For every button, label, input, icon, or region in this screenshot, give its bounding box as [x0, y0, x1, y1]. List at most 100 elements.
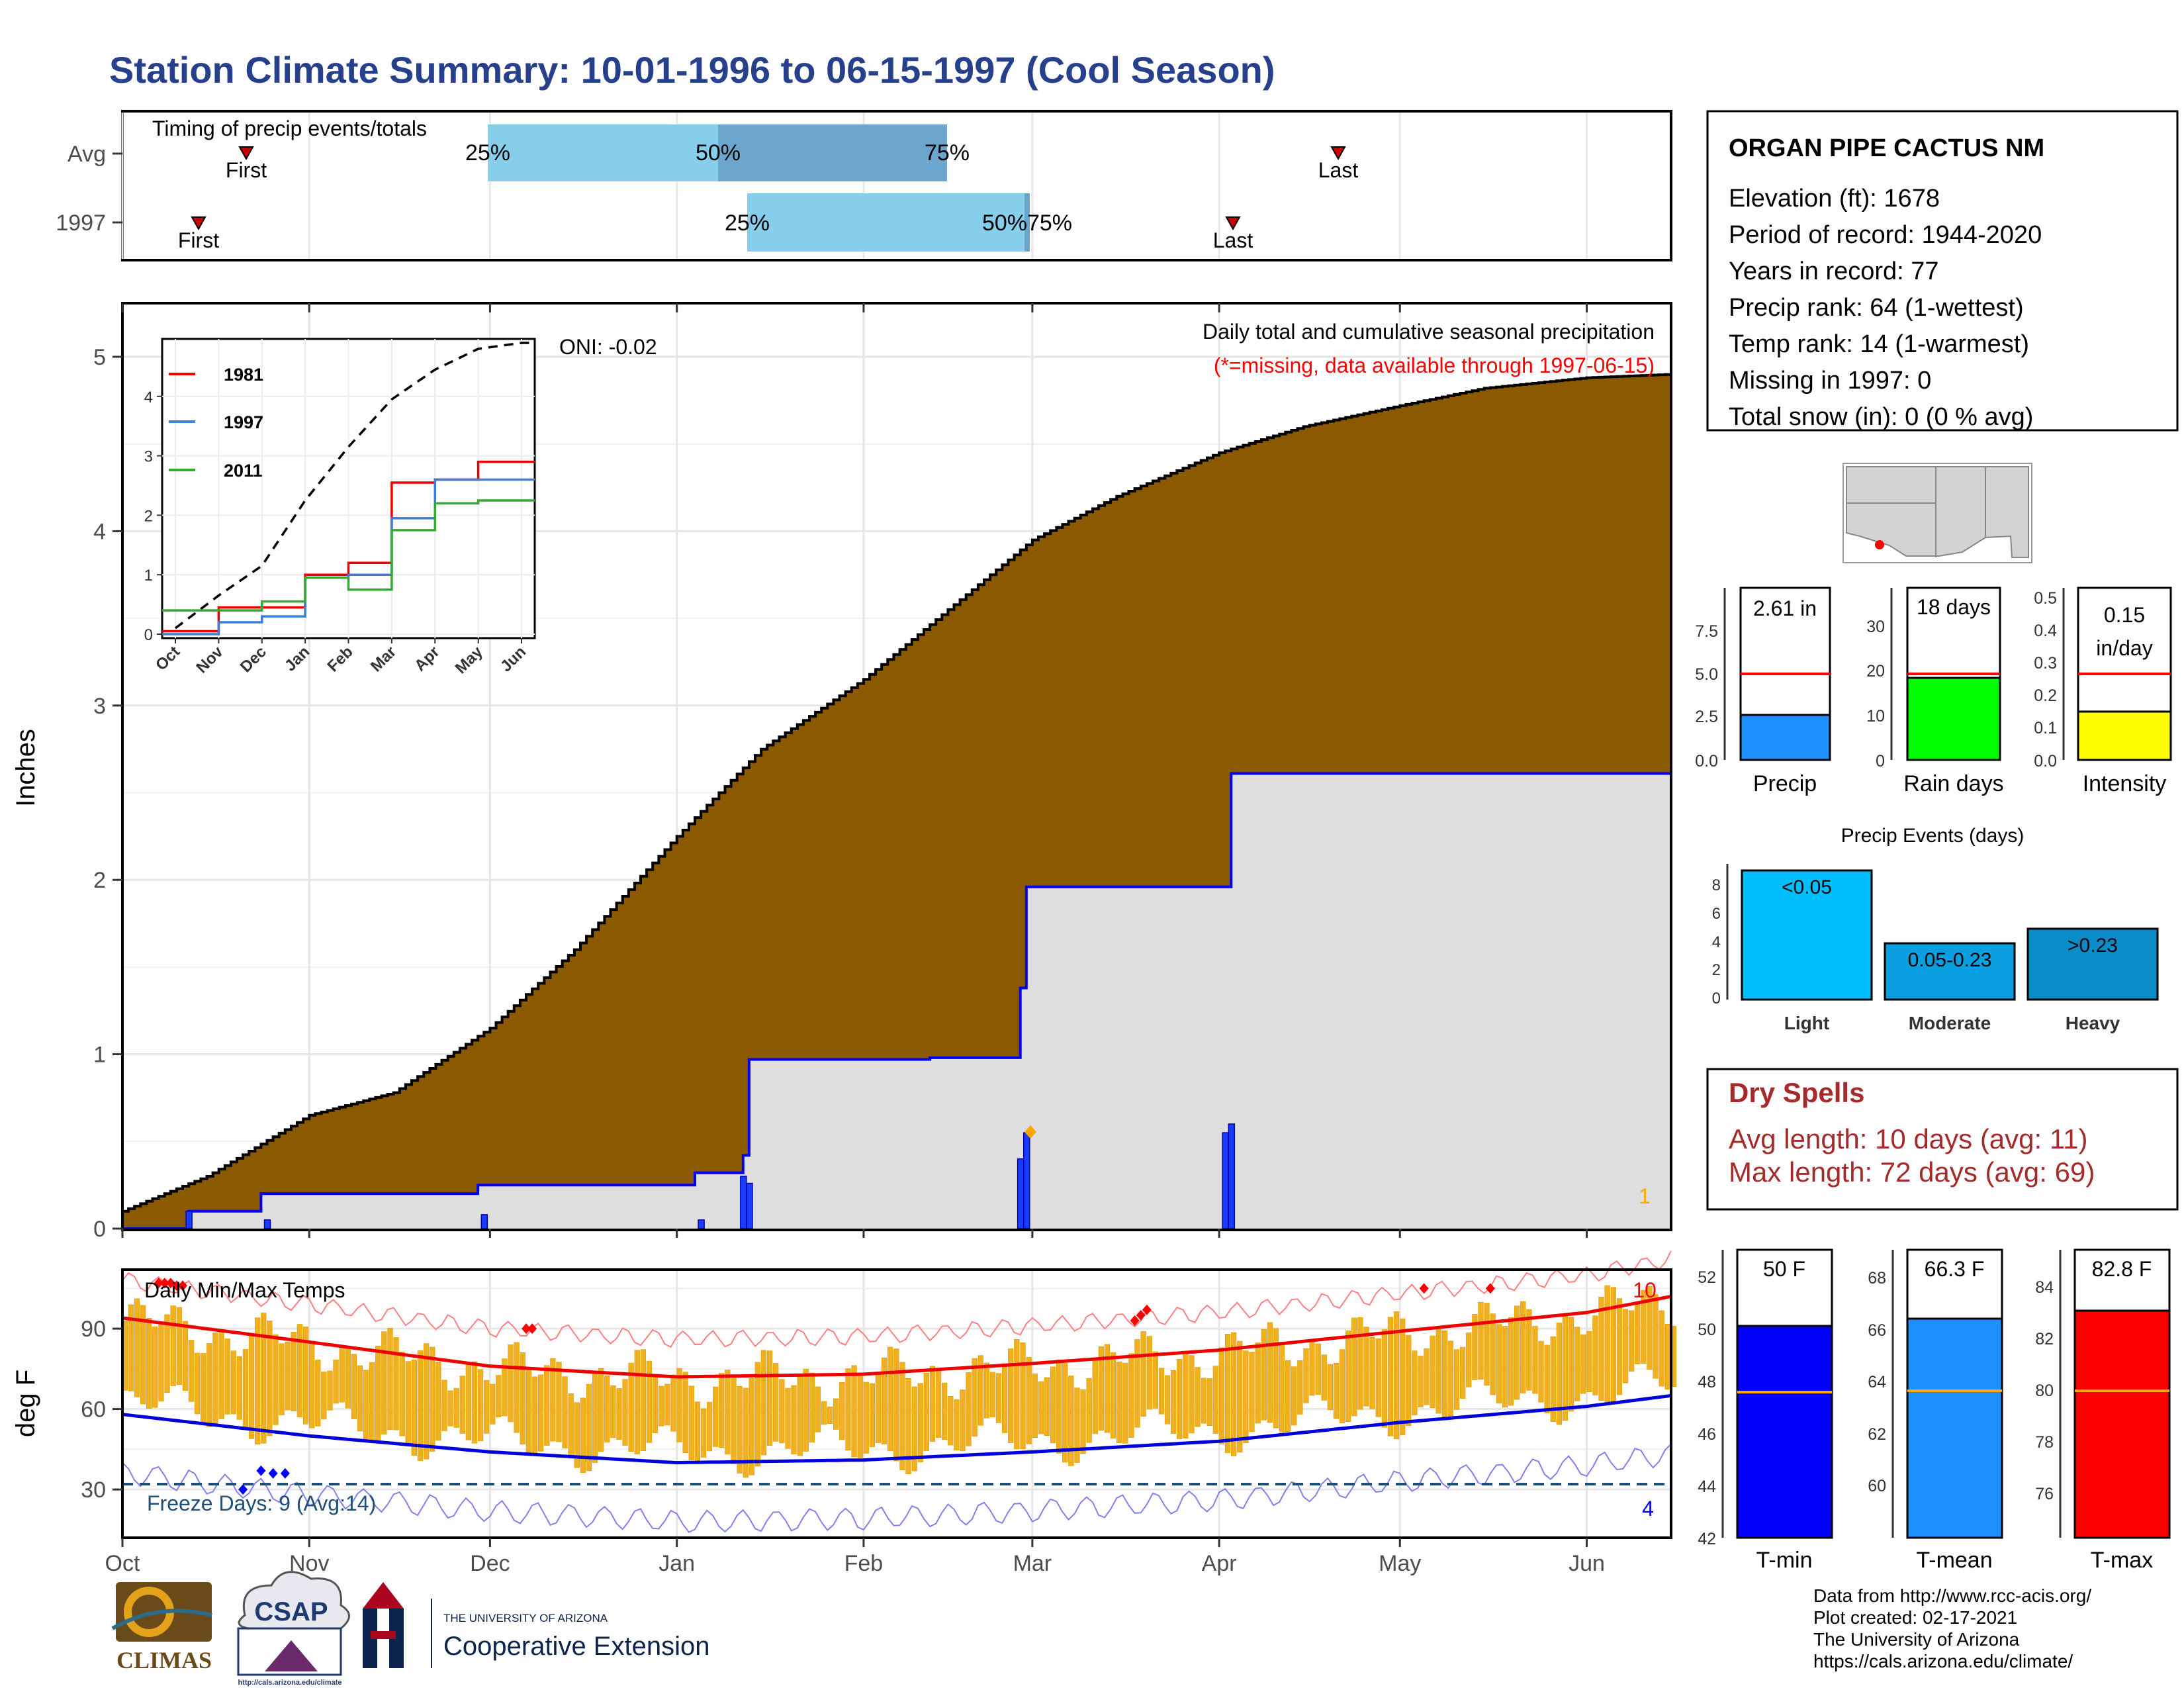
daily-temp-bar: [1659, 1310, 1664, 1387]
daily-temp-bar: [719, 1373, 725, 1448]
daily-temp-bar: [158, 1325, 164, 1402]
timing-1997-q1-bar: [747, 193, 1027, 252]
daily-temp-bar: [1074, 1387, 1080, 1463]
daily-temp-bar: [827, 1406, 833, 1424]
daily-temp-bar: [887, 1346, 893, 1452]
main-ylabel: Inches: [11, 729, 40, 807]
raindays-ytick-3: 30: [1866, 618, 1885, 636]
temp-ytick-1: 60: [81, 1397, 106, 1423]
daily-temp-bar: [652, 1376, 659, 1433]
daily-temp-bar: [743, 1387, 749, 1478]
daily-temp-bar: [544, 1365, 550, 1446]
daily-temp-bar: [194, 1352, 201, 1415]
tmean-ytick-2: 64: [1868, 1373, 1886, 1391]
daily-temp-bar: [1484, 1303, 1490, 1386]
daily-temp-bar: [345, 1346, 351, 1409]
intensity-ytick-1: 0.1: [2034, 719, 2057, 737]
daily-temp-bar: [1592, 1315, 1598, 1395]
main-ytick-2: 2: [93, 868, 106, 893]
record-min-line: [122, 1443, 1672, 1533]
daily-temp-bar: [508, 1344, 514, 1423]
daily-temp-bar: [749, 1378, 754, 1476]
daily-temp-bar: [797, 1376, 803, 1456]
daily-temp-bar: [212, 1333, 218, 1425]
timing-row-avg: Avg: [68, 142, 106, 167]
tmin-label: T-min: [1756, 1548, 1813, 1573]
daily-temp-bar: [1050, 1366, 1056, 1444]
daily-temp-bar: [978, 1355, 983, 1426]
tmean-bar: [1906, 1317, 2003, 1539]
record-high-marker: [1485, 1283, 1495, 1294]
daily-temp-bar: [1008, 1348, 1014, 1443]
daily-temp-bar: [1014, 1339, 1020, 1450]
ua-small-text: THE UNIVERSITY OF ARIZONA: [443, 1612, 608, 1624]
timing-1997-25: 25%: [725, 211, 770, 236]
climas-logo-text: CLIMAS: [116, 1647, 212, 1673]
daily-temp-bar: [580, 1397, 586, 1473]
daily-temp-bar: [230, 1350, 236, 1415]
timing-label: Timing of precip events/totals: [152, 117, 427, 140]
temp-xtick-6: Apr: [1202, 1551, 1237, 1576]
daily-temp-bar: [302, 1327, 309, 1425]
daily-temp-bar: [1616, 1298, 1623, 1395]
record-high-marker: [159, 1278, 169, 1289]
daily-temp-bar: [291, 1332, 296, 1412]
tmin-ytick-2: 46: [1698, 1425, 1716, 1444]
daily-temp-bar: [833, 1398, 839, 1430]
csap-logo-text: CSAP: [254, 1597, 328, 1626]
avg-min-line: [122, 1393, 1672, 1465]
daily-temp-bar: [1044, 1377, 1050, 1436]
intensity-ytick-3: 0.3: [2034, 654, 2057, 673]
record-low-marker: [280, 1468, 290, 1479]
daily-temp-bar: [1622, 1309, 1629, 1383]
daily-temp-bar: [363, 1370, 369, 1440]
daily-precip-bar-4: [740, 1176, 747, 1229]
daily-temp-bar: [477, 1369, 484, 1441]
daily-temp-bar: [170, 1305, 176, 1386]
inset-avg-dashed-line: [174, 342, 531, 630]
events-title: Precip Events (days): [1841, 825, 2025, 847]
record-high-marker: [154, 1278, 163, 1289]
daily-temp-bar: [218, 1330, 224, 1419]
daily-temp-bar: [1218, 1347, 1225, 1444]
inset-ytick-2: 2: [144, 507, 153, 525]
precip-value: 2.61 in: [1753, 596, 1817, 620]
events-heavy-label: Heavy: [2066, 1013, 2120, 1033]
daily-temp-bar: [1026, 1357, 1032, 1444]
dry-spells-box: Dry Spells Avg length: 10 days (avg: 11)…: [1706, 1068, 2179, 1211]
daily-temp-bar: [1158, 1368, 1165, 1415]
daily-temp-bar: [688, 1385, 694, 1461]
daily-temp-bar: [1544, 1344, 1550, 1413]
daily-temp-bar: [1104, 1344, 1111, 1433]
daily-temp-bar: [845, 1368, 851, 1451]
raindays-label: Rain days: [1903, 771, 2003, 796]
daily-temp-bar: [1297, 1360, 1303, 1415]
station-line-years: Years in record: 77: [1729, 258, 1939, 285]
inset-ytick-1: 1: [144, 567, 153, 585]
events-heavy-bar: [2026, 927, 2159, 1001]
daily-temp-bar: [923, 1373, 929, 1451]
daily-temp-bar: [1400, 1318, 1406, 1436]
inset-series-2011: [162, 499, 535, 612]
daily-temp-bar: [453, 1387, 459, 1428]
daily-temp-bar: [942, 1382, 948, 1440]
daily-temp-bar: [899, 1362, 905, 1470]
daily-temp-bar: [182, 1321, 189, 1391]
tmin-ytick-4: 50: [1698, 1321, 1716, 1339]
daily-temp-bar: [1032, 1373, 1038, 1438]
daily-temp-bar: [700, 1408, 707, 1458]
events-ytick-1: 2: [1712, 961, 1721, 979]
daily-temp-bar: [1538, 1340, 1544, 1403]
daily-temp-bar: [146, 1318, 152, 1409]
daily-temp-bar: [1068, 1376, 1074, 1466]
daily-temp-bar: [134, 1298, 140, 1397]
daily-temp-bar: [1177, 1359, 1183, 1439]
events-ytick-3: 6: [1712, 905, 1721, 923]
temp-xtick-5: Mar: [1013, 1551, 1052, 1576]
daily-temp-bar: [586, 1383, 592, 1472]
tmin-value: 50 F: [1763, 1257, 1805, 1281]
daily-temp-bar: [490, 1383, 496, 1425]
